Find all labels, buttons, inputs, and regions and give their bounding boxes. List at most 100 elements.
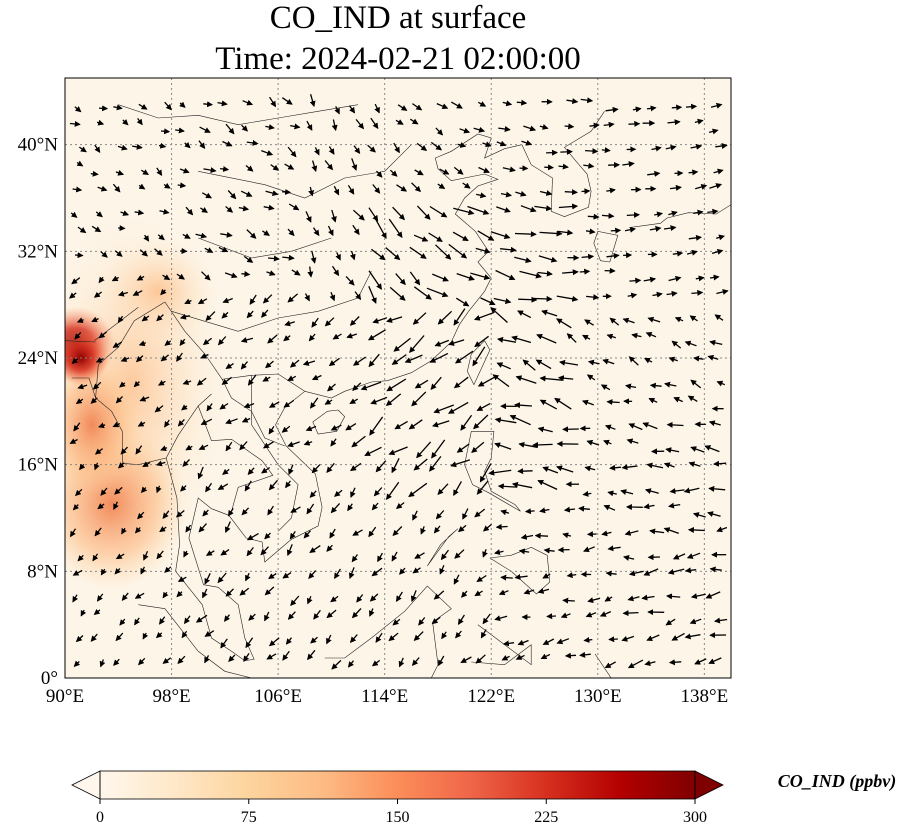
wind-arrow [268,425,275,435]
wind-arrow [331,265,340,277]
wind-arrow [368,270,382,290]
wind-arrow [314,147,320,156]
wind-arrow [228,654,236,663]
wind-arrow [204,630,215,637]
wind-arrow [309,94,316,108]
wind-arrow [329,291,336,302]
wind-arrow [654,211,663,218]
wind-arrow [386,481,400,501]
wind-arrow [693,355,704,362]
wind-arrow [242,99,254,106]
wind-arrow [249,294,257,305]
wind-arrow [391,354,407,365]
boundary-line [471,624,532,666]
wind-arrow [450,101,463,109]
wind-arrow [136,274,145,281]
wind-arrow [91,225,102,233]
wind-arrow [462,182,471,189]
wind-arrow [482,523,492,532]
x-tick-label: 138°E [681,686,729,707]
wind-arrow [433,404,455,414]
wind-arrow [264,532,271,540]
wind-arrow [285,637,293,645]
wind-arrow [642,422,658,430]
wind-arrow [179,313,190,320]
wind-arrow [502,100,513,107]
wind-arrow [409,246,427,259]
wind-arrow [467,205,490,215]
wind-arrow [586,294,600,301]
wind-arrow [287,293,299,303]
wind-arrow [695,275,705,282]
wind-arrow [117,290,128,297]
wind-arrow [326,634,332,645]
wind-arrow [143,551,149,561]
wind-arrow [623,555,635,561]
wind-arrow [179,101,186,108]
wind-arrow [453,166,464,175]
wind-arrow [546,613,556,620]
wind-arrow [306,503,315,515]
wind-arrow [429,205,448,218]
wind-arrow [647,316,661,323]
wind-arrow [71,357,79,365]
wind-arrow [239,587,250,596]
wind-arrow [347,503,354,512]
wind-arrow [532,441,553,448]
wind-arrow [411,391,427,407]
wind-arrow [311,374,322,381]
wind-arrow [707,354,719,361]
wind-arrow [69,120,81,127]
wind-arrow [360,381,382,391]
wind-arrow [225,206,234,213]
wind-arrow [177,655,186,665]
wind-arrow [114,486,123,495]
wind-arrow [470,272,491,280]
wind-arrow [409,118,419,125]
wind-arrow [303,439,313,446]
wind-arrow [522,359,536,371]
wind-arrow [157,234,165,241]
wind-arrow [96,593,104,602]
wind-arrow [100,487,108,496]
wind-arrow [434,339,450,347]
wind-arrow [222,468,230,475]
wind-arrow [716,289,729,295]
wind-arrow [511,481,533,489]
wind-arrow [622,610,639,617]
wind-arrow [160,128,171,135]
wind-vectors [69,94,729,670]
wind-arrow [587,213,600,220]
wind-arrow [330,209,337,223]
wind-arrow [514,402,532,409]
wind-arrow [156,314,164,322]
wind-arrow [644,660,656,667]
colorbar-tick-label: 225 [534,809,558,826]
wind-arrow [371,659,381,667]
wind-arrow [587,597,601,604]
x-axis-ticks: 90°E 98°E 106°E 114°E 122°E 130°E 138°E [46,686,728,707]
wind-arrow [217,100,228,107]
wind-arrow [203,167,217,174]
wind-arrow [436,103,449,109]
wind-arrow [281,97,293,105]
wind-arrow [564,123,575,130]
wind-arrow [556,318,572,329]
x-tick-label: 114°E [361,686,408,707]
wind-arrow [115,396,123,404]
wind-arrow [480,297,496,306]
wind-arrow [430,141,443,151]
wind-arrow [78,146,87,153]
wind-arrow [267,334,278,344]
wind-arrow [73,660,81,668]
wind-arrow [537,270,553,277]
boundary-line [521,111,605,218]
wind-arrow [94,527,102,537]
wind-arrow [281,425,291,433]
wind-arrow [198,523,207,533]
wind-arrow [437,655,445,667]
wind-arrow [95,357,104,363]
wind-arrow [495,523,508,530]
wind-arrow [98,331,108,339]
